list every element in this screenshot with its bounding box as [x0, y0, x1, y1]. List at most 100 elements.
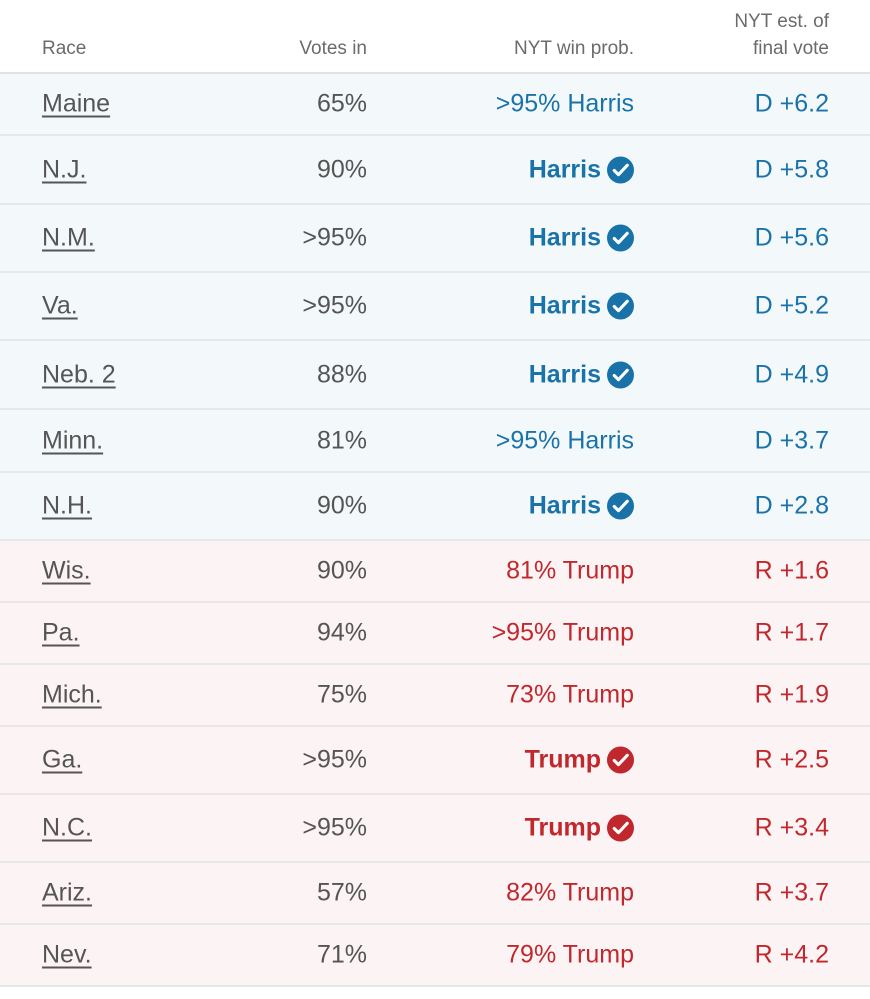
table-row: Neb. 2 88% Harris D +4.9 [0, 341, 870, 410]
win-prob-value: Harris [528, 491, 601, 520]
called-check-icon [607, 224, 634, 252]
win-prob-cell: Harris [529, 155, 634, 184]
race-link[interactable]: N.M. [42, 223, 95, 252]
race-link[interactable]: N.C. [42, 813, 92, 842]
final-vote-value: R +3.4 [754, 813, 829, 842]
win-prob-value: >95% Harris [495, 89, 634, 118]
votes-in-value: 90% [316, 491, 367, 520]
win-prob-cell: Harris [529, 292, 634, 321]
race-link[interactable]: Ariz. [42, 878, 92, 907]
table-row: N.H. 90% Harris D +2.8 [0, 473, 870, 541]
table-row: Wis. 90% 81% Trump R +1.6 [0, 541, 870, 603]
votes-in-value: >95% [302, 813, 367, 842]
race-link[interactable]: Maine [42, 89, 111, 118]
called-check-icon [607, 361, 634, 388]
table-row: Mich. 75% 73% Trump R +1.9 [0, 665, 870, 727]
win-prob-cell: >95% Harris [496, 90, 634, 119]
header-final-vote-line2: final vote [752, 38, 829, 59]
race-link[interactable]: Pa. [42, 618, 80, 647]
race-link[interactable]: N.H. [42, 491, 92, 520]
votes-in-value: 81% [316, 426, 367, 454]
votes-in-value: 71% [316, 940, 367, 969]
win-prob-value: 79% Trump [506, 940, 634, 969]
final-vote-value: D +4.9 [754, 360, 829, 388]
table-row: N.M. >95% Harris D +5.6 [0, 205, 870, 273]
table-row: Minn. 81% >95% Harris D +3.7 [0, 410, 870, 473]
final-vote-value: R +3.7 [754, 878, 829, 907]
table-row: N.C. >95% Trump R +3.4 [0, 795, 870, 863]
final-vote-value: R +1.6 [754, 556, 829, 585]
votes-in-value: 94% [316, 618, 367, 647]
win-prob-cell: Trump [525, 746, 634, 775]
votes-in-value: >95% [302, 745, 367, 774]
table-row: Maine 65% >95% Harris D +6.2 [0, 74, 870, 136]
votes-in-value: 75% [316, 680, 367, 709]
called-check-icon [607, 156, 634, 183]
race-link[interactable]: Nev. [42, 940, 92, 969]
table-body: Maine 65% >95% Harris D +6.2 N.J. 90% Harris D … [0, 74, 870, 987]
race-link[interactable]: Mich. [42, 680, 102, 709]
final-vote-value: D +2.8 [754, 491, 829, 520]
win-prob-cell: >95% Harris [496, 426, 634, 455]
win-prob-cell: 73% Trump [506, 681, 634, 710]
win-prob-cell: 82% Trump [506, 879, 634, 908]
win-prob-value: Harris [528, 155, 601, 183]
called-check-icon [607, 746, 634, 774]
win-prob-cell: 79% Trump [506, 941, 634, 970]
votes-in-value: >95% [302, 223, 367, 252]
win-prob-cell: 81% Trump [506, 557, 634, 586]
win-prob-value: Trump [524, 745, 601, 774]
table-header: Race Votes in NYT win prob. NYT est. of … [0, 0, 870, 74]
race-link[interactable]: Neb. 2 [42, 360, 116, 388]
win-prob-cell: Harris [529, 492, 634, 521]
final-vote-value: R +1.7 [754, 618, 829, 647]
table-row: Nev. 71% 79% Trump R +4.2 [0, 925, 870, 987]
votes-in-value: 90% [316, 155, 367, 183]
final-vote-value: D +5.8 [754, 155, 829, 183]
called-check-icon [607, 814, 634, 842]
win-prob-cell: Harris [529, 360, 634, 389]
table-row: Pa. 94% >95% Trump R +1.7 [0, 603, 870, 665]
called-check-icon [607, 492, 634, 520]
win-prob-cell: Harris [529, 224, 634, 253]
table-row: Ariz. 57% 82% Trump R +3.7 [0, 863, 870, 925]
table-row: N.J. 90% Harris D +5.8 [0, 136, 870, 205]
votes-in-value: 57% [316, 878, 367, 907]
votes-in-value: 90% [316, 556, 367, 585]
win-prob-value: Harris [528, 360, 601, 388]
win-prob-cell: >95% Trump [492, 619, 634, 648]
win-prob-cell: Trump [525, 814, 634, 843]
header-final-vote: NYT est. of final vote [734, 8, 829, 62]
race-link[interactable]: Minn. [42, 426, 104, 454]
win-prob-value: 82% Trump [506, 878, 634, 907]
race-link[interactable]: Va. [42, 291, 78, 320]
final-vote-value: D +5.6 [754, 223, 829, 252]
win-prob-value: Harris [528, 291, 601, 320]
race-link[interactable]: Ga. [42, 745, 83, 774]
race-link[interactable]: N.J. [42, 155, 87, 183]
called-check-icon [607, 292, 634, 320]
table-row: Va. >95% Harris D +5.2 [0, 273, 870, 341]
votes-in-value: 88% [316, 360, 367, 388]
header-win-prob: NYT win prob. [513, 38, 634, 59]
win-prob-value: >95% Trump [491, 618, 634, 647]
win-prob-value: 81% Trump [506, 556, 634, 585]
final-vote-value: R +4.2 [754, 940, 829, 969]
header-votes-in: Votes in [299, 38, 367, 59]
win-prob-value: >95% Harris [495, 426, 634, 454]
final-vote-value: R +1.9 [754, 680, 829, 709]
header-final-vote-line1: NYT est. of [734, 11, 829, 32]
table-row: Ga. >95% Trump R +2.5 [0, 727, 870, 795]
final-vote-value: D +3.7 [754, 426, 829, 454]
final-vote-value: D +6.2 [754, 89, 829, 118]
win-prob-value: Harris [528, 223, 601, 252]
header-race: Race [42, 38, 87, 59]
votes-in-value: >95% [302, 291, 367, 320]
votes-in-value: 65% [316, 89, 367, 118]
final-vote-value: R +2.5 [754, 745, 829, 774]
win-prob-value: Trump [524, 813, 601, 842]
final-vote-value: D +5.2 [754, 291, 829, 320]
win-prob-value: 73% Trump [506, 680, 634, 709]
race-link[interactable]: Wis. [42, 556, 91, 585]
